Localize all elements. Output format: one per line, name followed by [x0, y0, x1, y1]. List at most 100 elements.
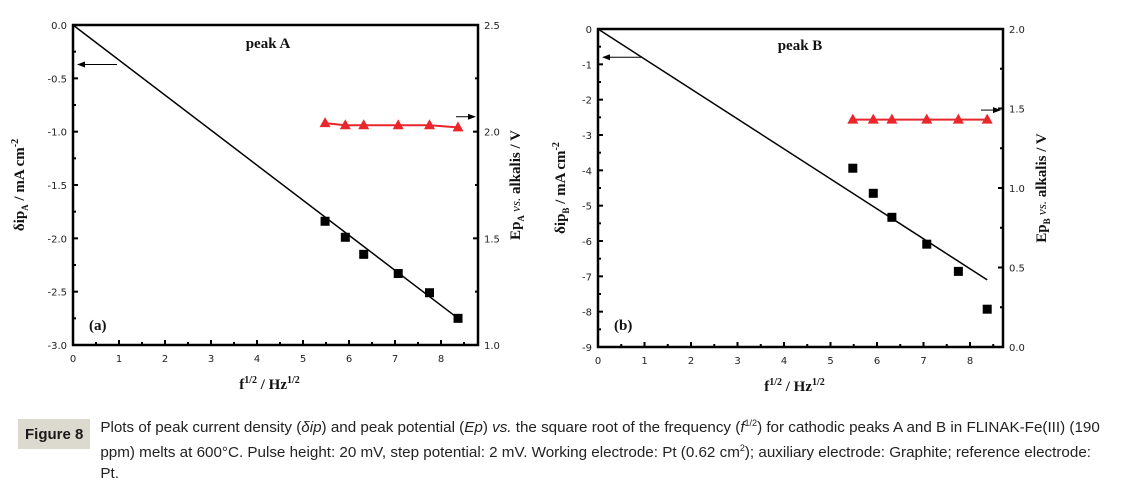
y-title-sup: -2	[551, 142, 562, 150]
data-point-square	[848, 163, 858, 173]
data-point-triangle	[424, 119, 435, 130]
x-tick-label: 5	[300, 354, 306, 365]
caption-part: Plots of peak current density (	[100, 419, 302, 436]
peak-annotation: peak A	[246, 36, 291, 52]
data-point-triangle	[452, 121, 464, 132]
caption-symbol-dip: δip	[301, 419, 322, 436]
y-title-sub: A	[20, 204, 30, 211]
caption-text: Plots of peak current density (δip) and …	[100, 413, 1110, 484]
arrow-right-head-icon	[468, 113, 476, 120]
figure-number-badge: Figure 8	[18, 419, 91, 449]
y-left-tick-label: -1	[582, 60, 592, 71]
data-point-triangle	[392, 119, 404, 130]
y-right-tick-label: 2.0	[484, 128, 500, 139]
caption-part: ) and peak potential (	[321, 419, 465, 436]
y-right-tick-label: 2.0	[1009, 25, 1025, 36]
y-right-title-sub: A	[516, 215, 526, 222]
caption-sup: 1/2	[744, 418, 758, 428]
x-title-sup: 1/2	[812, 377, 825, 388]
y-title-main: / mA cm	[553, 150, 569, 208]
x-tick-label: 5	[827, 356, 833, 367]
x-title-sup: 1/2	[287, 375, 300, 386]
figure-8-charts: 0 1 2 3 4 5 6 7 8 0.0 -0.5 -1.0 -1.5 -2.0 -2.5 -3.0 2.5 2…	[10, 21, 1052, 395]
x-tick-label: 0	[70, 354, 76, 365]
fit-line	[72, 24, 459, 319]
x-title-main: / Hz	[782, 379, 812, 395]
y-left-tick-label: -3.0	[47, 341, 67, 352]
y-left-tick-label: -9	[582, 343, 592, 354]
data-point-square	[887, 212, 897, 222]
y-right-tick-label: 1.0	[484, 341, 500, 352]
y-title-main: δip	[553, 214, 569, 234]
peak-annotation: peak B	[778, 38, 823, 54]
chart-panel-a: 0 1 2 3 4 5 6 7 8 0.0 -0.5 -1.0 -1.5 -2.0 -2.5 -3.0 2.5 2…	[10, 21, 526, 393]
caption-part: the square root of the frequency (	[511, 419, 741, 436]
y-left-tick-label: -8	[582, 308, 592, 319]
x-tick-label: 8	[967, 356, 973, 367]
data-point-square	[340, 232, 350, 242]
x-tick-label: 7	[392, 354, 398, 365]
plot-frame	[596, 27, 1005, 349]
y-right-title-main: Ep	[508, 222, 524, 240]
x-title-main: f	[764, 379, 770, 395]
data-point-triangle	[981, 113, 993, 124]
data-point-square	[922, 239, 932, 249]
potential-series-line	[324, 122, 459, 129]
caption-part: ) for cathodic peaks A and B in FLINAK-F…	[100, 419, 1100, 461]
data-point-square	[320, 216, 330, 226]
data-point-square	[982, 304, 992, 314]
caption-part: ); auxiliary electrode: Graphite; refere…	[100, 444, 1091, 482]
y-left-axis-title: δipB / mA cm-2	[551, 142, 571, 234]
y-right-title-main: alkalis / V	[508, 130, 524, 198]
y-left-tick-label: -6	[582, 237, 592, 248]
y-right-tick-label: 1.5	[484, 234, 500, 245]
y-left-tick-label: -1.5	[47, 181, 67, 192]
x-tick-label: 4	[254, 354, 260, 365]
x-tick-label: 1	[116, 354, 122, 365]
data-point-triangle	[867, 113, 879, 124]
y-right-title-main: Ep	[1034, 224, 1050, 242]
arrow-left-head-icon	[602, 54, 610, 61]
y-right-axis-title: EpB vs. alkalis / V	[1034, 133, 1052, 243]
data-point-triangle	[886, 113, 898, 124]
y-left-tick-label: -1.0	[47, 128, 67, 139]
data-point-triangle	[319, 117, 331, 128]
x-axis-title: f1/2 / Hz1/2	[239, 375, 300, 393]
y-right-tick-label: 0.5	[1009, 264, 1025, 275]
panel-label: (a)	[89, 318, 107, 334]
y-right-tick-label: 1.5	[1009, 105, 1025, 116]
caption-symbol-ep: Ep	[464, 419, 483, 436]
y-left-tick-label: -2	[582, 96, 592, 107]
x-tick-label: 2	[162, 354, 168, 365]
data-point-triangle	[358, 119, 370, 130]
fit-line	[597, 28, 988, 281]
data-point-triangle	[921, 113, 933, 124]
y-left-tick-label: -5	[582, 202, 592, 213]
caption-symbol-f: f	[740, 419, 745, 436]
x-tick-label: 6	[874, 356, 880, 367]
caption-sup: 2	[739, 443, 745, 453]
x-tick-label: 1	[641, 356, 647, 367]
y-right-title-main: alkalis / V	[1034, 133, 1050, 201]
x-tick-label: 8	[438, 354, 444, 365]
data-point-square	[359, 249, 369, 259]
data-point-triangle	[847, 113, 859, 124]
chart-panel-b: 0 1 2 3 4 5 6 7 8 0 -1 -2 -3 -4 -5 -6 -7 -8 -9 2.0 1.5 1.0 0.5…	[551, 25, 1052, 395]
data-point-square	[953, 266, 963, 276]
y-right-title-vs: vs.	[508, 198, 523, 215]
y-left-axis-title: δipA / mA cm-2	[10, 139, 30, 231]
x-tick-label: 4	[781, 356, 787, 367]
y-left-tick-label: 0.0	[51, 21, 67, 32]
panel-label: (b)	[614, 318, 632, 334]
y-right-title-vs: vs.	[1034, 201, 1049, 218]
y-right-tick-label: 0.0	[1009, 343, 1025, 354]
data-point-square	[868, 188, 878, 198]
y-right-axis-title: EpA vs. alkalis / V	[508, 130, 526, 240]
y-right-title-sub: B	[1042, 218, 1052, 224]
data-point-square	[425, 288, 434, 298]
y-right-tick-label: 2.5	[484, 21, 500, 32]
y-left-tick-label: -7	[582, 272, 592, 283]
x-title-sup: 1/2	[244, 375, 257, 386]
caption-vs: vs.	[492, 419, 512, 436]
x-axis-title: f1/2 / Hz1/2	[764, 377, 825, 395]
